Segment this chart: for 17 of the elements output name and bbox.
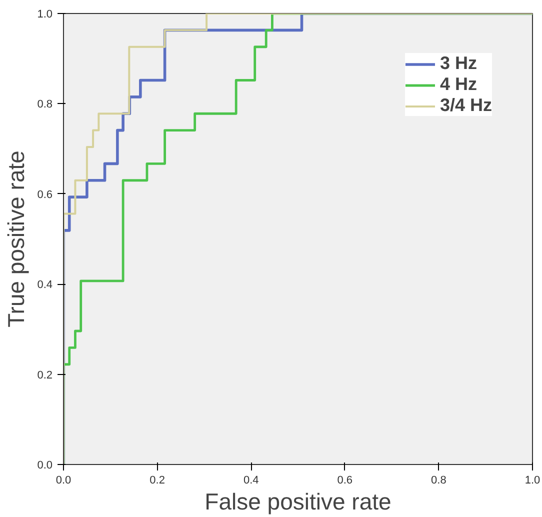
x-tick-label: 0.6 [337,474,353,486]
y-tick-label: 0.6 [37,188,53,201]
y-axis-title: True positive rate [3,150,30,328]
x-tick-label: 0.2 [150,474,165,486]
y-tick-label: 0.8 [37,98,53,111]
x-tick-label: 0.8 [431,474,446,486]
legend-label: 3 Hz [440,53,477,74]
x-tick-label: 0.0 [56,474,72,486]
x-axis-title: False positive rate [204,488,392,514]
x-tick-label: 0.4 [243,474,259,486]
y-tick-label: 0.0 [37,460,53,472]
y-tick-label: 0.4 [37,279,53,292]
legend-label: 4 Hz [440,74,477,95]
x-tick-label: 1.0 [524,474,540,486]
legend-label: 3/4 Hz [440,95,492,116]
y-tick-label: 1.0 [37,8,53,20]
y-tick-label: 0.2 [37,369,53,382]
